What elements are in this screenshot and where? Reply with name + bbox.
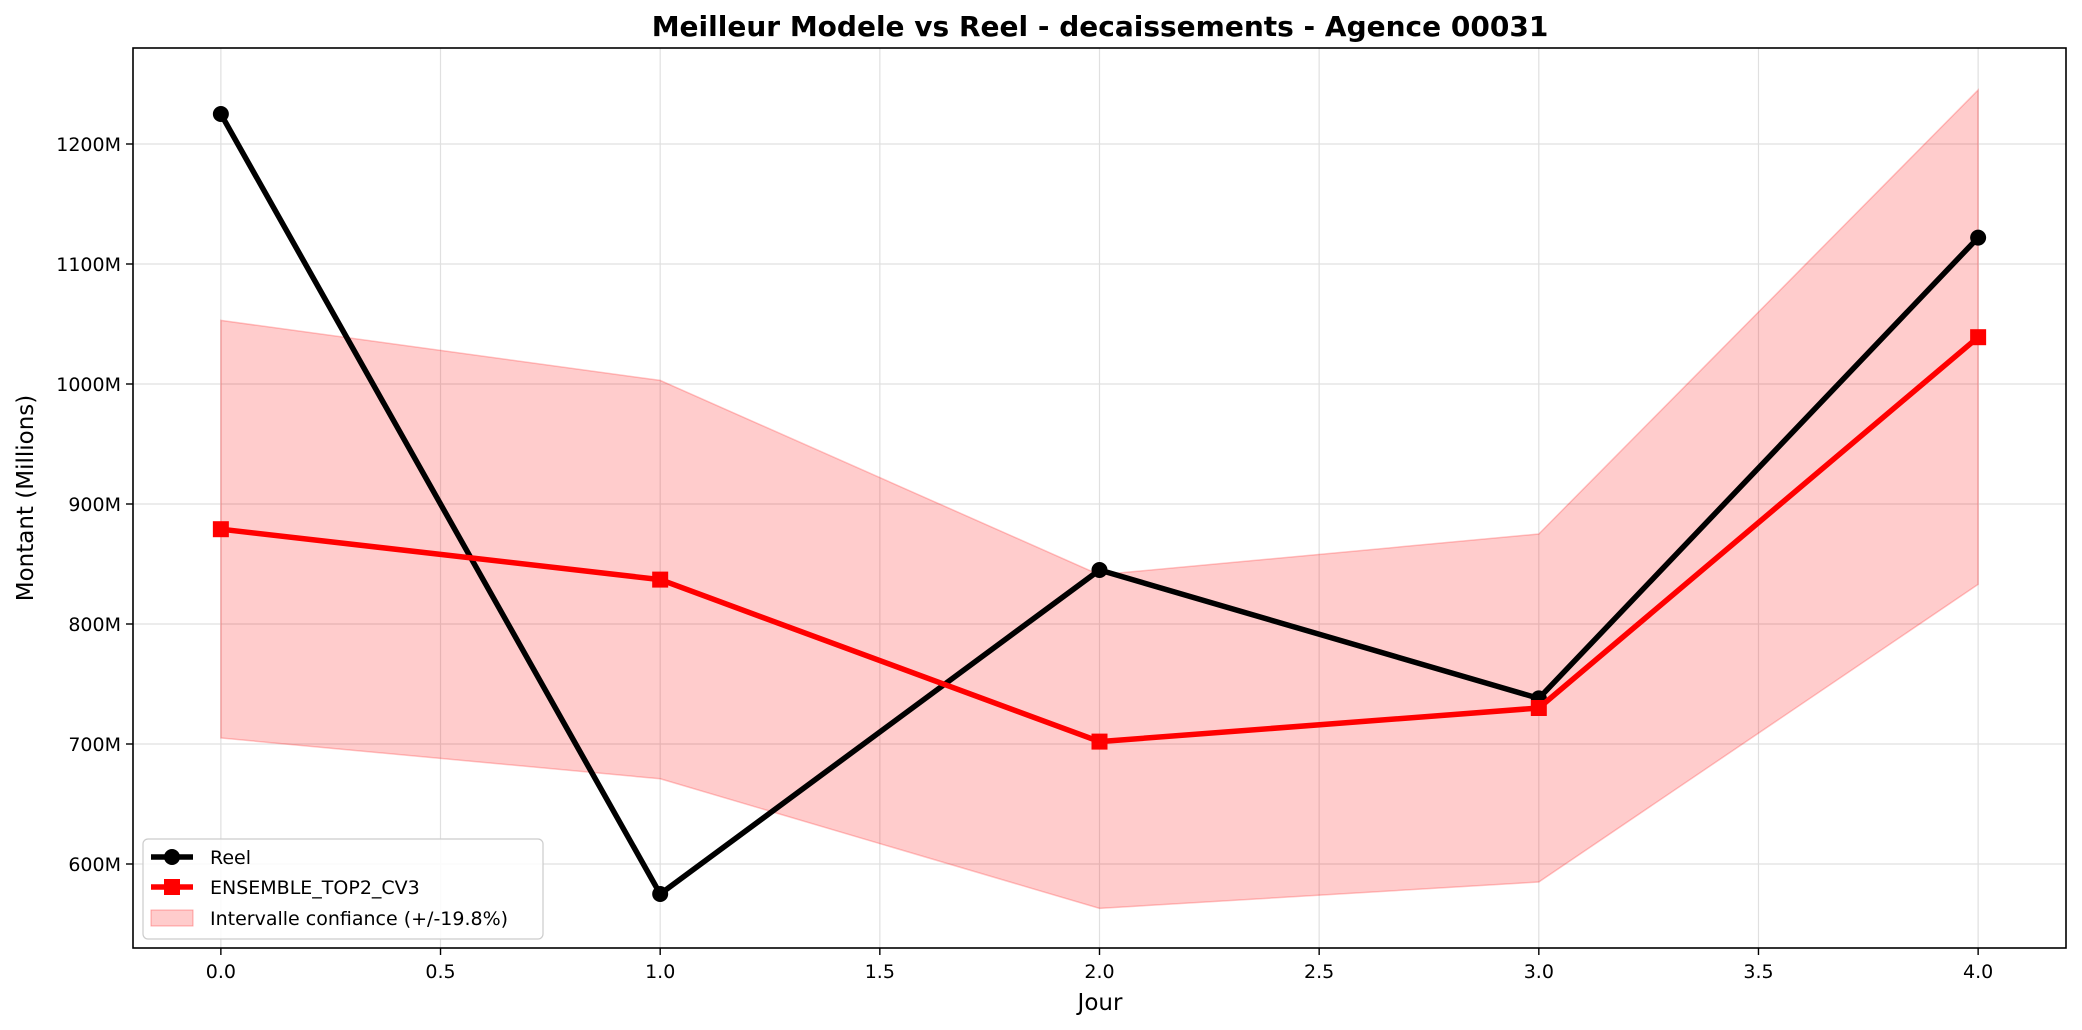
legend-label: Intervalle confiance (+/-19.8%) (210, 908, 508, 930)
data-point (1970, 329, 1987, 346)
data-point (212, 106, 229, 122)
data-point (1091, 562, 1108, 578)
x-tick-label: 0.5 (425, 961, 455, 983)
x-tick-label: 0.0 (206, 961, 236, 983)
legend-marker (164, 849, 180, 865)
axis-ticks: 0.0 0.5 1.0 1.5 2.0 2.5 3.0 3.5 4.0 600M 700M 800M 9… (56, 134, 1993, 983)
series-1 (212, 106, 1987, 902)
data-point (212, 521, 229, 538)
series-2 (212, 329, 1987, 750)
data-point (652, 886, 669, 902)
chart-title: Meilleur Modele vs Reel - decaissements … (652, 10, 1549, 43)
x-tick-label: 4.0 (1963, 961, 1993, 983)
y-tick-label: 600M (68, 854, 121, 876)
series-group (212, 106, 1987, 902)
data-point (1091, 733, 1108, 750)
y-tick-label: 700M (68, 734, 121, 756)
x-axis-title: Jour (1076, 990, 1123, 1016)
legend-box (142, 838, 544, 940)
y-tick-label: 800M (68, 614, 121, 636)
x-tick-label: 2.5 (1304, 961, 1334, 983)
x-tick-label: 1.0 (645, 961, 675, 983)
legend: Reel ENSEMBLE_TOP2_CV3 Intervalle confianc… (142, 838, 544, 940)
y-tick-label: 1200M (56, 134, 121, 156)
y-tick-label: 900M (68, 494, 121, 516)
x-tick-label: 3.5 (1743, 961, 1773, 983)
y-axis-title: Montant (Millions) (13, 395, 39, 602)
data-point (1970, 229, 1987, 246)
legend-marker (164, 879, 180, 895)
legend-label: Reel (210, 847, 251, 869)
data-point (652, 571, 669, 588)
x-tick-label: 1.5 (865, 961, 895, 983)
legend-band-swatch (150, 909, 194, 927)
y-tick-label: 1100M (56, 254, 121, 276)
y-tick-label: 1000M (56, 374, 121, 396)
data-point (1530, 700, 1547, 716)
legend-label: ENSEMBLE_TOP2_CV3 (210, 877, 420, 899)
x-tick-label: 3.0 (1524, 961, 1554, 983)
x-tick-label: 2.0 (1084, 961, 1114, 983)
